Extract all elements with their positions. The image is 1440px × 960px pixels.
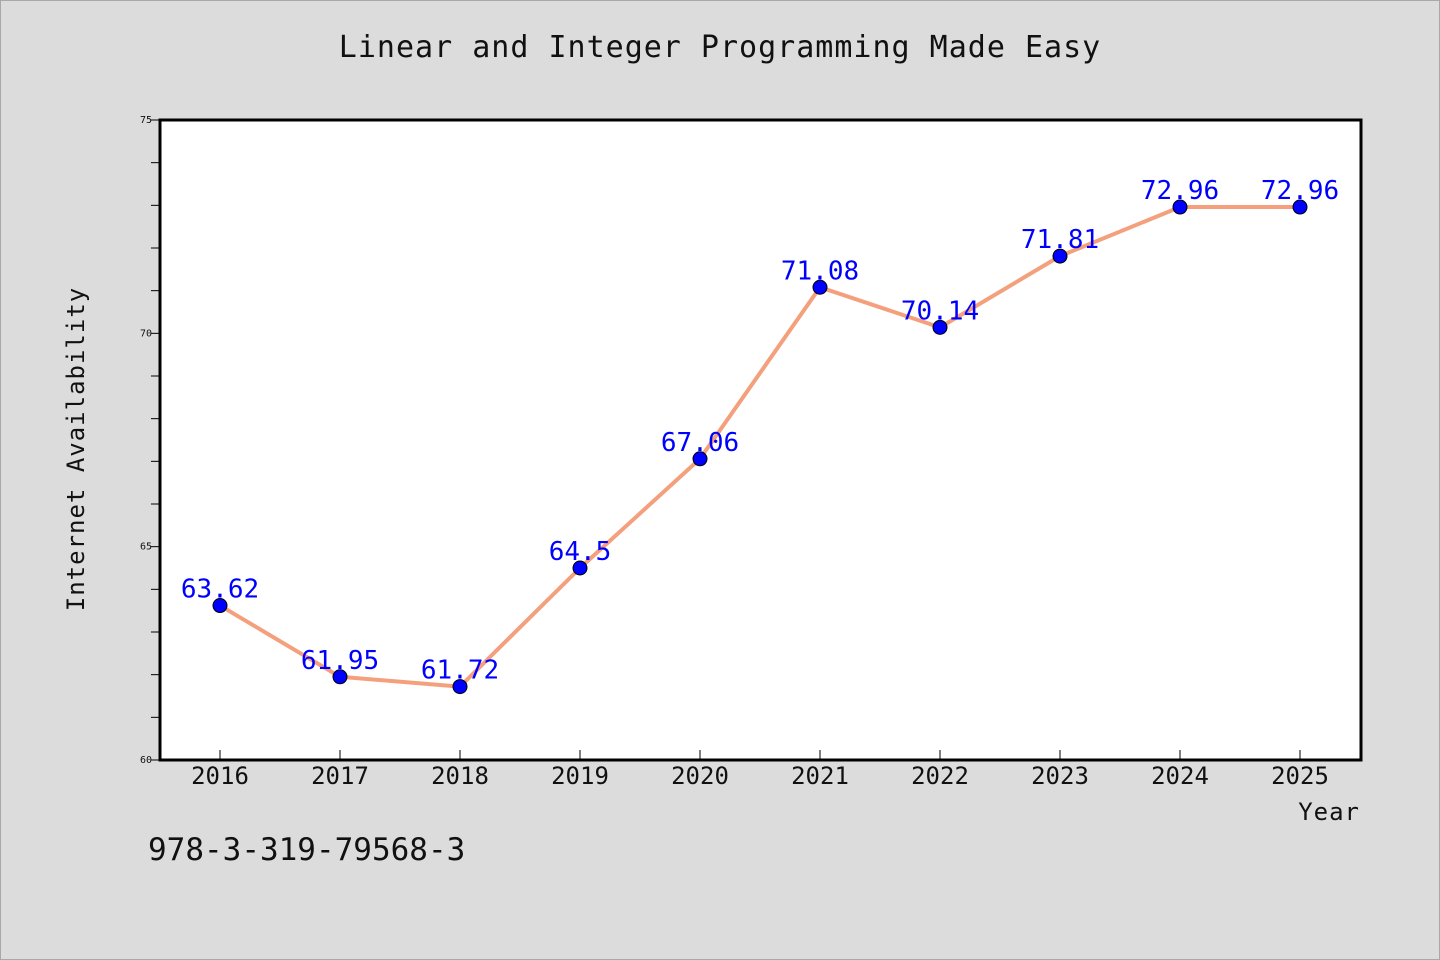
data-label: 70.14 bbox=[901, 296, 979, 326]
x-axis-title: Year bbox=[1298, 798, 1360, 826]
data-point bbox=[572, 560, 588, 576]
data-label: 72.96 bbox=[1261, 176, 1339, 206]
data-label: 67.06 bbox=[661, 428, 739, 458]
chart-title: Linear and Integer Programming Made Easy bbox=[338, 30, 1102, 65]
x-axis: 2016 2017 2018 2019 2020 2021 2022 2023 2024 2025 bbox=[191, 750, 1329, 790]
x-tick-label: 2019 bbox=[551, 762, 609, 790]
series-line bbox=[218, 205, 1300, 689]
x-tick-label: 2024 bbox=[1151, 762, 1209, 790]
x-tick-label: 2017 bbox=[311, 762, 369, 790]
data-labels: 63.62 61.95 61.72 64.5 67.06 71.08 70.14 71.81 7… bbox=[181, 176, 1339, 686]
x-tick-label: 2016 bbox=[191, 762, 249, 790]
x-tick-label: 2021 bbox=[791, 762, 849, 790]
x-tick-label: 2025 bbox=[1271, 762, 1329, 790]
data-point bbox=[932, 319, 948, 335]
data-point bbox=[1292, 199, 1308, 215]
y-tick-label: 65 bbox=[140, 542, 152, 553]
data-point bbox=[332, 669, 348, 685]
data-point bbox=[1172, 199, 1188, 215]
y-tick-label: 60 bbox=[140, 755, 152, 766]
x-tick-label: 2022 bbox=[911, 762, 969, 790]
y-tick-label: 70 bbox=[140, 328, 152, 339]
isbn-caption: 978-3-319-79568-3 bbox=[148, 832, 466, 868]
series-group bbox=[212, 199, 1308, 695]
data-label: 72.96 bbox=[1141, 176, 1219, 206]
y-tick-label: 75 bbox=[140, 115, 152, 126]
data-label: 61.95 bbox=[301, 646, 379, 676]
y-axis-title: Internet Availability bbox=[62, 287, 90, 611]
data-point bbox=[452, 679, 468, 695]
data-label: 71.08 bbox=[781, 256, 859, 286]
data-point bbox=[692, 451, 708, 467]
data-label: 63.62 bbox=[181, 575, 259, 605]
data-point bbox=[1052, 248, 1068, 264]
data-point bbox=[212, 598, 228, 614]
plot-area bbox=[158, 118, 1363, 762]
y-axis: 60 65 70 75 bbox=[140, 115, 160, 766]
data-point bbox=[812, 279, 828, 295]
data-label: 61.72 bbox=[421, 656, 499, 686]
x-tick-label: 2023 bbox=[1031, 762, 1089, 790]
x-tick-label: 2020 bbox=[671, 762, 729, 790]
data-label: 64.5 bbox=[549, 537, 612, 567]
data-label: 71.81 bbox=[1021, 225, 1099, 255]
x-tick-label: 2018 bbox=[431, 762, 489, 790]
